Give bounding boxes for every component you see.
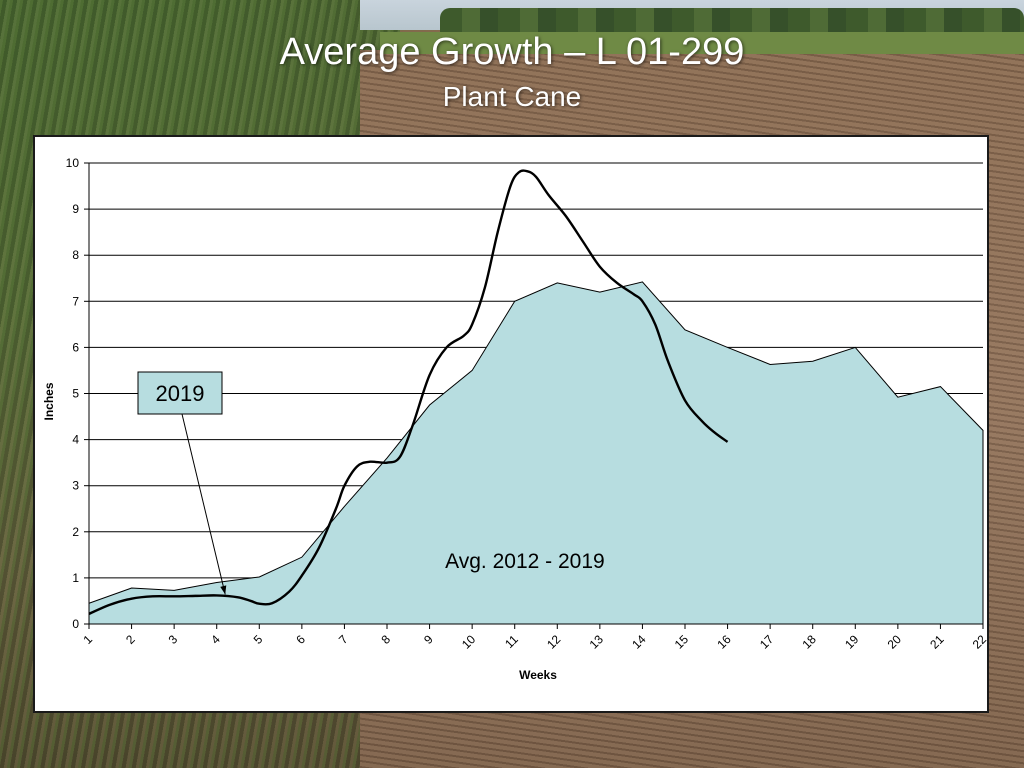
x-tick-label: 13 — [587, 632, 607, 652]
callout-arrow-head — [220, 585, 227, 595]
chart-frame: 0 1 2 3 4 5 6 7 8 9 10 1 2 3 4 5 6 7 8 9 10 11 12 13 14 15 16 17 18 1… — [33, 135, 989, 713]
x-tick-label: 4 — [208, 632, 223, 647]
x-tick-label: 10 — [459, 632, 479, 652]
x-tick-label: 5 — [251, 632, 266, 647]
x-tick-label: 15 — [672, 632, 692, 652]
area-series-avg — [88, 281, 984, 625]
y-tick-label: 2 — [72, 525, 79, 539]
area-series-label: Avg. 2012 - 2019 — [445, 550, 605, 573]
x-tick-label: 20 — [885, 632, 905, 652]
line-series-2019 — [88, 169, 729, 615]
x-tick-label: 12 — [544, 632, 564, 652]
x-tick-label: 3 — [166, 632, 181, 647]
y-tick-label: 0 — [72, 617, 79, 631]
line-series-layer — [88, 169, 729, 615]
x-tick-label: 8 — [378, 632, 393, 647]
y-tick-label: 9 — [72, 202, 79, 216]
x-tick-label: 18 — [799, 632, 819, 652]
slide-title: Average Growth – L 01-299 — [279, 31, 745, 73]
x-tick-label: 16 — [714, 632, 734, 652]
area-series-layer — [88, 281, 984, 625]
x-tick-label: 6 — [293, 632, 308, 647]
y-tick-label: 3 — [72, 479, 79, 493]
x-tick-label: 11 — [502, 632, 521, 651]
annotations: 2019 Avg. 2012 - 2019 — [137, 371, 605, 595]
x-tick-label: 14 — [629, 632, 649, 652]
callout-arrow-line — [181, 413, 226, 595]
x-tick-label: 9 — [421, 632, 436, 647]
x-tick-label: 7 — [336, 632, 351, 647]
x-tick-label: 22 — [970, 632, 987, 652]
x-tick-label: 21 — [927, 632, 947, 652]
y-tick-label: 8 — [72, 248, 79, 262]
slide-subtitle: Plant Cane — [442, 81, 582, 112]
y-tick-label: 10 — [66, 156, 80, 170]
callout-box-2019 — [137, 371, 223, 415]
y-tick-label: 5 — [72, 387, 79, 401]
x-axis-title: Weeks — [519, 668, 557, 682]
x-tick-label: 17 — [757, 632, 777, 652]
x-tick-label: 2 — [123, 632, 138, 647]
background-treeline — [440, 8, 1024, 34]
y-axis-title: Inches — [42, 382, 56, 420]
x-tick-label: 1 — [80, 632, 95, 647]
background-green-row — [380, 32, 1024, 54]
y-tick-label: 7 — [72, 294, 79, 308]
x-tick-label: 19 — [842, 632, 862, 652]
callout-label-2019: 2019 — [156, 381, 205, 406]
y-tick-label: 1 — [72, 571, 79, 585]
y-tick-label: 4 — [72, 433, 79, 447]
y-tick-label: 6 — [72, 340, 79, 354]
